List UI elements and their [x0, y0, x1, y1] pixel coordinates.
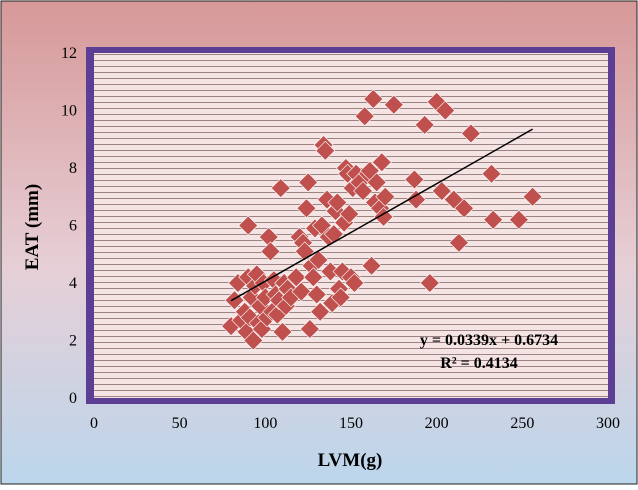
data-point [371, 152, 392, 173]
data-point [431, 181, 452, 201]
x-tick-label: 100 [253, 415, 277, 432]
data-point [306, 284, 327, 305]
y-tick-label: 4 [69, 275, 77, 292]
data-point [375, 186, 396, 207]
data-point [435, 100, 456, 121]
data-point [296, 198, 317, 219]
y-tick-label: 10 [61, 103, 77, 120]
data-point [419, 273, 440, 293]
data-point [373, 206, 394, 227]
x-axis-title: LVM(g) [318, 450, 383, 471]
trendline-equation: y = 0.0339x + 0.6734 [420, 332, 558, 349]
data-point [298, 172, 319, 193]
data-point [272, 321, 293, 342]
data-point [353, 181, 373, 201]
y-tick-label: 2 [69, 333, 77, 350]
data-point [315, 140, 336, 161]
data-point [243, 330, 264, 351]
x-tick-label: 250 [510, 415, 534, 432]
x-tick-label: 150 [339, 415, 363, 432]
data-point [330, 287, 351, 308]
data-point [361, 255, 382, 276]
data-point [339, 204, 360, 224]
data-point [260, 241, 281, 262]
data-point [508, 209, 529, 230]
trendline [230, 128, 533, 302]
x-axis-ticks: 0 50 100 150 200 250 300 [90, 415, 620, 432]
data-point [286, 267, 307, 288]
y-tick-label: 0 [69, 390, 77, 407]
data-point [344, 273, 365, 293]
y-tick-label: 12 [61, 45, 77, 62]
data-point [299, 319, 320, 339]
data-point [404, 169, 425, 190]
data-point [454, 198, 475, 219]
data-point [461, 123, 481, 144]
data-point [354, 106, 375, 127]
data-point [308, 250, 329, 270]
data-point [449, 232, 469, 253]
data-point [406, 189, 427, 210]
data-point [383, 94, 404, 115]
x-tick-label: 200 [425, 415, 449, 432]
y-axis-title: EAT (mm) [22, 184, 43, 270]
y-tick-label: 6 [69, 218, 77, 235]
data-point [303, 267, 324, 288]
y-tick-label: 8 [69, 160, 77, 177]
data-point [238, 215, 259, 236]
r-squared-label: R² = 0.4134 [440, 355, 517, 372]
data-points [221, 89, 543, 351]
data-point [366, 172, 387, 193]
y-axis-ticks: 0 2 4 6 8 10 12 [61, 45, 77, 407]
x-tick-label: 300 [596, 415, 620, 432]
data-point [481, 163, 502, 184]
data-point [414, 114, 435, 135]
data-point [291, 281, 312, 302]
x-tick-label: 50 [172, 415, 188, 432]
data-point [310, 301, 331, 322]
data-point [483, 209, 504, 230]
data-point [363, 89, 384, 109]
x-tick-label: 0 [90, 415, 98, 432]
data-point [270, 178, 291, 199]
data-point [327, 192, 348, 213]
data-point [522, 186, 543, 207]
